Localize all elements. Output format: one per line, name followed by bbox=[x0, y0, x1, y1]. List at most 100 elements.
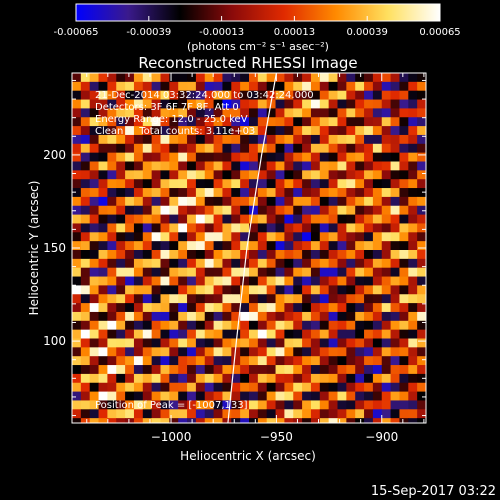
heatmap-cell bbox=[381, 241, 391, 251]
heatmap-cell bbox=[328, 90, 338, 100]
heatmap-cell bbox=[160, 276, 170, 286]
heatmap-cell bbox=[372, 391, 383, 401]
heatmap-cell bbox=[151, 161, 161, 171]
heatmap-cell bbox=[293, 294, 303, 304]
heatmap-cell bbox=[142, 223, 153, 233]
heatmap-cell bbox=[249, 365, 259, 375]
heatmap-cell bbox=[89, 365, 99, 375]
heatmap-cell bbox=[195, 267, 206, 277]
heatmap-cell bbox=[204, 400, 214, 410]
heatmap-cell bbox=[417, 179, 426, 189]
heatmap-cell bbox=[240, 170, 250, 180]
heatmap-cell bbox=[257, 241, 268, 251]
heatmap-cell bbox=[80, 232, 91, 242]
heatmap-cell bbox=[275, 391, 285, 401]
heatmap-cell bbox=[133, 143, 144, 154]
heatmap-cell bbox=[116, 250, 126, 260]
heatmap-cell bbox=[346, 90, 356, 100]
heatmap-cell bbox=[328, 99, 338, 109]
heatmap-cell bbox=[249, 294, 259, 304]
heatmap-cell bbox=[116, 285, 126, 295]
heatmap-cell bbox=[328, 311, 338, 322]
heatmap-cell bbox=[257, 365, 268, 375]
heatmap-cell bbox=[195, 400, 206, 410]
heatmap-cell bbox=[80, 250, 91, 260]
heatmap-cell bbox=[249, 196, 259, 207]
heatmap-cell bbox=[284, 90, 294, 100]
heatmap-cell bbox=[125, 179, 135, 189]
heatmap-cell bbox=[364, 117, 374, 127]
heatmap-cell bbox=[364, 391, 374, 401]
heatmap-cell bbox=[231, 241, 241, 251]
heatmap-cell bbox=[142, 81, 153, 92]
heatmap-cell bbox=[310, 373, 321, 384]
heatmap-cell bbox=[328, 303, 338, 313]
heatmap-cell bbox=[178, 294, 188, 304]
heatmap-cell bbox=[302, 170, 312, 180]
heatmap-cell bbox=[240, 409, 250, 419]
heatmap-cell bbox=[408, 232, 418, 242]
heatmap-cell bbox=[195, 311, 206, 322]
heatmap-cell bbox=[293, 250, 303, 260]
heatmap-cell bbox=[107, 400, 117, 410]
heatmap-cell bbox=[284, 285, 294, 295]
heatmap-cell bbox=[275, 267, 285, 277]
heatmap-cell bbox=[390, 99, 400, 109]
heatmap-cell bbox=[213, 365, 223, 375]
heatmap-cell bbox=[231, 267, 241, 277]
heatmap-cell bbox=[133, 373, 144, 384]
heatmap-cell bbox=[204, 170, 214, 180]
heatmap-cell bbox=[372, 179, 383, 189]
heatmap-cell bbox=[169, 373, 179, 384]
heatmap-cell bbox=[169, 73, 179, 83]
heatmap-cell bbox=[222, 391, 232, 401]
heatmap-cell bbox=[346, 81, 356, 92]
heatmap-cell bbox=[381, 205, 391, 215]
heatmap-cell bbox=[231, 81, 241, 92]
heatmap-cell bbox=[240, 294, 250, 304]
heatmap-cell bbox=[275, 258, 285, 269]
heatmap-cell bbox=[169, 409, 179, 419]
heatmap-cell bbox=[417, 170, 426, 180]
heatmap-cell bbox=[151, 73, 161, 83]
heatmap bbox=[72, 73, 426, 423]
heatmap-cell bbox=[399, 267, 409, 277]
y-tick-label: 200 bbox=[43, 148, 66, 162]
heatmap-cell bbox=[319, 409, 330, 419]
heatmap-cell bbox=[133, 303, 144, 313]
heatmap-cell bbox=[107, 205, 117, 215]
heatmap-cell bbox=[240, 400, 250, 410]
heatmap-cell bbox=[80, 223, 91, 233]
heatmap-cell bbox=[337, 338, 347, 348]
heatmap-cell bbox=[355, 285, 365, 295]
heatmap-cell bbox=[284, 188, 294, 198]
heatmap-cell bbox=[364, 294, 374, 304]
heatmap-cell bbox=[390, 347, 400, 357]
heatmap-cell bbox=[275, 356, 285, 366]
heatmap-cell bbox=[372, 400, 383, 410]
heatmap-cell bbox=[275, 143, 285, 154]
heatmap-cell bbox=[417, 143, 426, 154]
heatmap-cell bbox=[284, 152, 294, 162]
heatmap-cell bbox=[80, 311, 91, 322]
heatmap-cell bbox=[72, 134, 82, 145]
heatmap-cell bbox=[107, 382, 117, 392]
heatmap-cell bbox=[187, 373, 197, 384]
heatmap-cell bbox=[364, 205, 374, 215]
heatmap-cell bbox=[222, 400, 232, 410]
heatmap-cell bbox=[151, 365, 161, 375]
heatmap-cell bbox=[364, 90, 374, 100]
heatmap-cell bbox=[187, 81, 197, 92]
heatmap-cell bbox=[346, 223, 356, 233]
heatmap-cell bbox=[355, 373, 365, 384]
heatmap-cell bbox=[293, 161, 303, 171]
heatmap-cell bbox=[257, 382, 268, 392]
heatmap-cell bbox=[133, 258, 144, 269]
heatmap-cell bbox=[116, 356, 126, 366]
heatmap-cell bbox=[399, 143, 409, 154]
heatmap-cell bbox=[142, 250, 153, 260]
heatmap-cell bbox=[160, 90, 170, 100]
heatmap-cell bbox=[204, 365, 214, 375]
heatmap-cell bbox=[266, 73, 276, 83]
